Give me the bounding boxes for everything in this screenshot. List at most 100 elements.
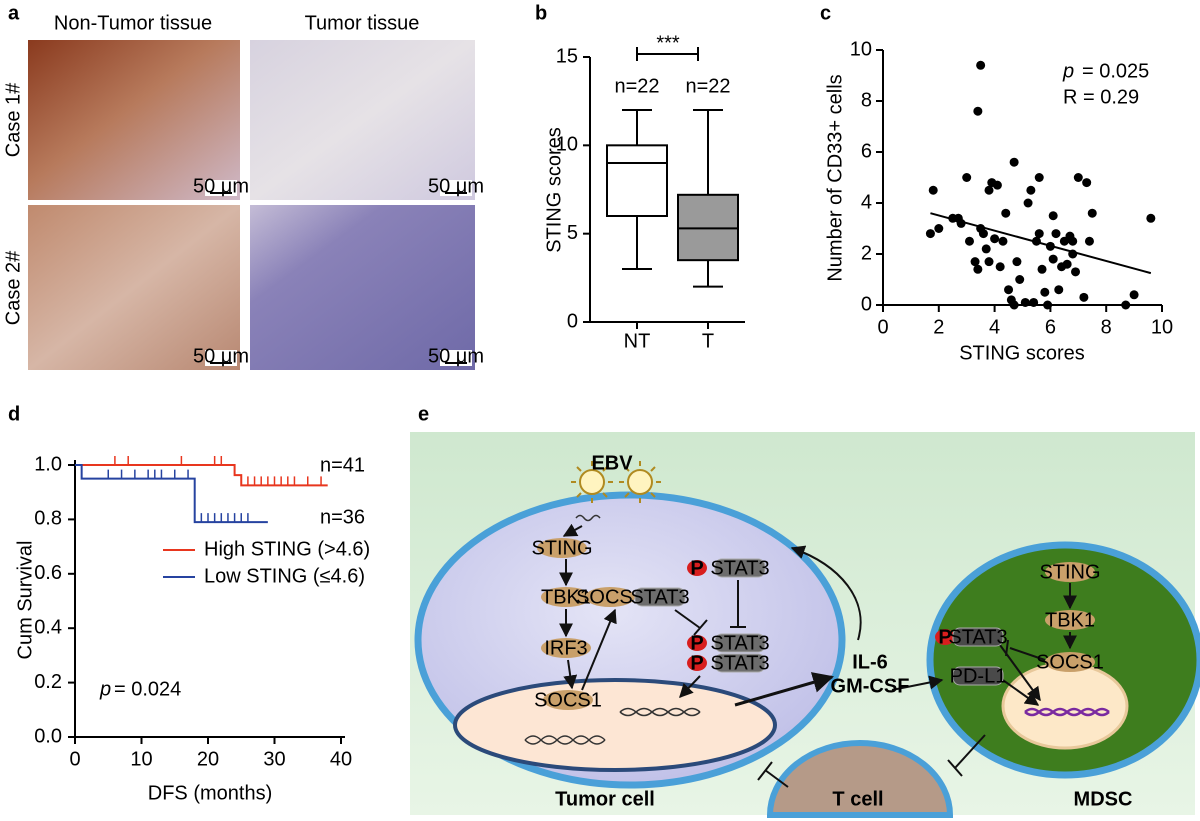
column-header: Tumor tissue — [305, 12, 420, 34]
protein-node — [1045, 610, 1095, 630]
x-tick-label: 40 — [330, 748, 352, 770]
p-symbol: p — [1062, 60, 1074, 82]
n-label: n=22 — [614, 75, 659, 97]
node-label: STAT3 — [948, 626, 1007, 648]
r-value: R = 0.29 — [1063, 86, 1139, 108]
x-tick-label: 10 — [1151, 316, 1173, 338]
node-label: TBK1 — [1045, 609, 1095, 631]
point — [973, 264, 983, 274]
point — [970, 257, 980, 267]
point — [1012, 257, 1022, 267]
y-tick-label: 1.0 — [34, 453, 62, 475]
scale-bar-label: 50 μm — [193, 345, 249, 367]
point — [976, 60, 986, 70]
point — [1001, 208, 1011, 218]
point — [1009, 157, 1019, 167]
protein-node — [1045, 652, 1095, 672]
row-label: Case 2# — [2, 250, 24, 325]
panel-label: d — [8, 403, 20, 425]
point — [934, 224, 944, 233]
scale-bar-label: 50 μm — [193, 175, 249, 197]
point — [1062, 259, 1072, 269]
mdsc-nucleus — [1001, 662, 1129, 750]
point — [1054, 285, 1064, 295]
virus-icons — [571, 461, 661, 503]
x-tick-label: 0 — [877, 316, 888, 338]
y-tick-label: 0 — [861, 293, 872, 315]
point — [1023, 198, 1033, 208]
node-label: P — [938, 626, 951, 648]
row-label: Case 1# — [2, 82, 24, 157]
n-label: n=22 — [685, 75, 730, 97]
node-label: STAT3 — [710, 632, 769, 654]
p-value: = 0.024 — [114, 678, 181, 700]
point — [1004, 285, 1014, 295]
y-axis-label: Number of CD33+ cells — [824, 74, 846, 281]
protein-node — [714, 633, 766, 653]
node-label: SOCS1 — [534, 689, 602, 711]
y-tick-label: 0 — [567, 310, 578, 332]
y-tick-label: 10 — [850, 38, 872, 60]
count-label: n=36 — [320, 506, 365, 528]
scale-bar-label: 50 μm — [428, 175, 484, 197]
cell-label: MDSC — [1074, 788, 1133, 810]
point — [1121, 300, 1131, 310]
panel-label: c — [820, 2, 831, 24]
cytokine-label: GM-CSF — [831, 675, 910, 697]
y-tick-label: 0.4 — [34, 616, 62, 638]
y-tick-label: 6 — [861, 140, 872, 162]
protein-node — [543, 690, 593, 710]
protein-node — [1045, 562, 1095, 582]
x-tick-label: 6 — [1045, 316, 1056, 338]
box — [606, 144, 668, 217]
x-tick-label: 30 — [263, 748, 285, 770]
protein-node — [952, 627, 1004, 647]
protein-node — [541, 587, 591, 607]
survival-curve — [75, 464, 328, 487]
cytokine-label: IL-6 — [852, 651, 888, 673]
y-tick-label: 15 — [556, 45, 578, 67]
point — [984, 257, 994, 267]
micrograph — [28, 40, 240, 200]
tumor-nucleus — [453, 678, 777, 772]
y-tick-label: 0.6 — [34, 562, 62, 584]
significance-label: *** — [656, 32, 680, 54]
p-value: = 0.025 — [1082, 60, 1149, 82]
micrograph — [250, 40, 475, 200]
y-axis-label: STING scores — [543, 127, 565, 253]
node-label: SOCS1 — [576, 586, 644, 608]
point — [1034, 229, 1044, 239]
point — [962, 173, 972, 182]
point — [925, 229, 935, 239]
protein-node — [714, 653, 766, 673]
point — [1051, 229, 1061, 239]
p-symbol: p — [99, 678, 111, 700]
x-tick-label: 10 — [130, 748, 152, 770]
y-tick-label: 2 — [861, 242, 872, 264]
phospho-node — [935, 629, 955, 645]
x-tick-label: 8 — [1101, 316, 1112, 338]
point — [1037, 264, 1047, 274]
node-label: P — [690, 652, 703, 674]
virus-label: EBV — [591, 452, 633, 474]
point — [998, 236, 1008, 246]
y-axis-label: Cum Survival — [14, 541, 36, 660]
point — [1048, 254, 1058, 264]
legend-label: Low STING (≤4.6) — [204, 565, 365, 587]
y-tick-label: 10 — [556, 134, 578, 156]
point — [1040, 287, 1050, 297]
point — [1020, 297, 1030, 307]
column-header: Non-Tumor tissue — [54, 12, 212, 34]
y-tick-label: 8 — [861, 89, 872, 111]
y-tick-label: 0.8 — [34, 508, 62, 530]
point — [1043, 300, 1053, 310]
protein-node — [952, 666, 1004, 686]
point — [1026, 185, 1036, 195]
point — [1048, 211, 1058, 221]
point — [992, 180, 1002, 190]
point — [1087, 208, 1097, 218]
dna — [524, 514, 1110, 745]
y-tick-label: 5 — [567, 222, 578, 244]
phospho-node — [687, 655, 707, 671]
cell-label: T cell — [832, 788, 883, 810]
